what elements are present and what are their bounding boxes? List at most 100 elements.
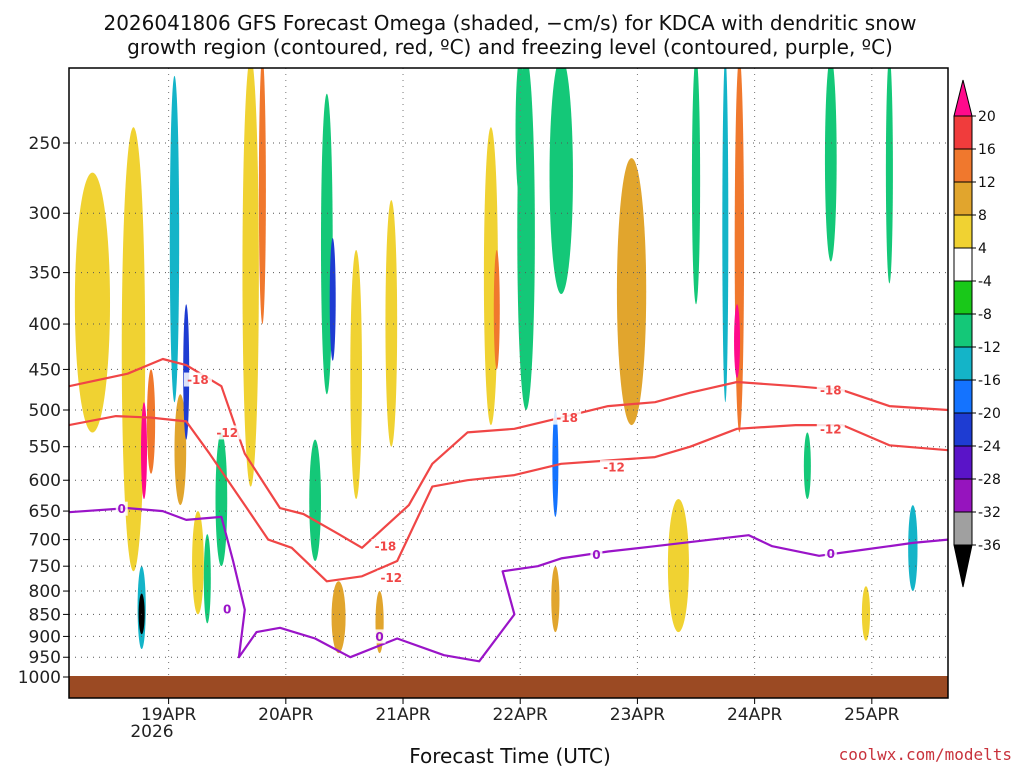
contour-label-bg bbox=[373, 629, 386, 644]
x-tick-label: 24APR bbox=[727, 705, 783, 725]
omega-cell bbox=[483, 127, 498, 426]
contour-label: 0 bbox=[592, 548, 600, 562]
omega-cell bbox=[192, 511, 204, 615]
colorbar-segment bbox=[953, 247, 973, 282]
contour-label-bg bbox=[553, 410, 582, 425]
y-tick-label: 450 bbox=[29, 360, 61, 380]
x-tick-label: 20APR bbox=[258, 705, 314, 725]
chart-title-line2: growth region (contoured, red, ºC) and f… bbox=[127, 35, 893, 59]
colorbar-segment bbox=[953, 115, 973, 150]
x-tick-label: 22APR bbox=[493, 705, 549, 725]
omega-cell bbox=[350, 249, 363, 500]
dendritic-12-contour bbox=[69, 415, 948, 583]
omega-cell bbox=[667, 499, 689, 633]
y-tick-label: 550 bbox=[29, 438, 61, 458]
omega-cell bbox=[803, 432, 811, 500]
contour-label-bg bbox=[816, 421, 845, 436]
y-tick-label: 400 bbox=[29, 315, 61, 335]
y-tick-label: 600 bbox=[29, 471, 61, 491]
colorbar-segment bbox=[953, 379, 973, 414]
x-tick-label: 25APR bbox=[844, 705, 900, 725]
y-tick-label: 700 bbox=[29, 531, 61, 551]
colorbar-segment bbox=[953, 181, 973, 216]
colorbar-segment bbox=[953, 280, 973, 315]
omega-cell bbox=[824, 68, 837, 262]
colorbar-segment bbox=[953, 445, 973, 480]
omega-cell bbox=[908, 505, 918, 592]
omega-cell bbox=[722, 68, 729, 403]
omega-cell bbox=[242, 68, 259, 487]
contour-label-bg bbox=[183, 372, 212, 387]
contour-label-bg bbox=[115, 501, 128, 516]
contour-label-bg bbox=[816, 383, 845, 398]
contour-label: -12 bbox=[216, 426, 238, 440]
colorbar-label: -32 bbox=[978, 505, 1001, 521]
omega-cell bbox=[141, 402, 148, 500]
freezing-0-contour bbox=[69, 507, 948, 663]
contour-label-bg bbox=[221, 601, 234, 616]
contour-label-bg bbox=[590, 547, 603, 562]
chart-title-line1: 2026041806 GFS Forecast Omega (shaded, −… bbox=[103, 11, 916, 35]
colorbar-segment bbox=[953, 148, 973, 183]
colorbar-label: 8 bbox=[978, 208, 987, 224]
contour-label: -12 bbox=[820, 422, 842, 436]
credit-text: coolwx.com/modelts bbox=[839, 745, 1012, 764]
colorbar-label: -24 bbox=[978, 439, 1001, 455]
omega-cell bbox=[329, 238, 336, 361]
omega-cell bbox=[517, 68, 535, 410]
omega-cell bbox=[691, 68, 701, 305]
y-tick-label: 1000 bbox=[18, 668, 61, 688]
colorbar-segment bbox=[953, 313, 973, 348]
contour-label-bg bbox=[371, 539, 400, 554]
x-tick-label: 19APR bbox=[141, 705, 197, 725]
colorbar-label: -28 bbox=[978, 472, 1001, 488]
x-axis-ticks: 19APR 20APR 21APR 22APR 23APR 24APR 25APR bbox=[141, 698, 900, 725]
y-tick-label: 300 bbox=[29, 204, 61, 224]
omega-cell bbox=[320, 93, 333, 395]
colorbar-segment bbox=[953, 511, 973, 546]
colorbar: 20 16 12 8 4 -4 -8 -12 -16 -20 -24 -28 -32 -36 bbox=[953, 79, 1001, 588]
omega-cell bbox=[885, 68, 893, 284]
omega-cell bbox=[734, 68, 745, 433]
plot-frame bbox=[68, 67, 949, 699]
omega-cell bbox=[215, 432, 228, 567]
colorbar-label: -12 bbox=[978, 340, 1001, 356]
colorbar-label: 20 bbox=[978, 109, 996, 125]
y-tick-label: 950 bbox=[29, 648, 61, 668]
colorbar-label: 4 bbox=[978, 241, 987, 257]
omega-cell bbox=[861, 586, 871, 641]
omega-cell bbox=[146, 369, 156, 474]
colorbar-label: -4 bbox=[978, 274, 992, 290]
omega-cell bbox=[734, 304, 741, 378]
omega-cell bbox=[74, 172, 111, 433]
omega-shading bbox=[74, 68, 918, 654]
colorbar-segment bbox=[953, 412, 973, 447]
contour-label: 0 bbox=[118, 502, 126, 516]
omega-cell bbox=[138, 593, 145, 635]
omega-cell bbox=[552, 410, 559, 517]
colorbar-label: -8 bbox=[978, 307, 992, 323]
x-year-label: 2026 bbox=[130, 722, 173, 742]
contour-label-bg bbox=[599, 460, 628, 475]
ground-surface bbox=[69, 676, 948, 698]
colorbar-label: -20 bbox=[978, 406, 1001, 422]
omega-cell bbox=[549, 68, 573, 294]
x-tick-label: 21APR bbox=[375, 705, 431, 725]
colorbar-label: -36 bbox=[978, 538, 1001, 554]
colorbar-bottom-arrow bbox=[953, 544, 973, 588]
omega-cell bbox=[331, 581, 346, 654]
omega-cell bbox=[183, 304, 190, 440]
contour-label: 0 bbox=[375, 630, 383, 644]
colorbar-label: 12 bbox=[978, 175, 996, 191]
contour-label-bg bbox=[824, 546, 837, 561]
contour-label: -12 bbox=[603, 461, 625, 475]
y-tick-label: 350 bbox=[29, 264, 61, 284]
contour-label-bg bbox=[377, 570, 406, 585]
y-tick-label: 500 bbox=[29, 401, 61, 421]
omega-cell bbox=[493, 249, 500, 370]
y-tick-label: 750 bbox=[29, 557, 61, 577]
omega-cell bbox=[385, 200, 398, 447]
y-tick-label: 650 bbox=[29, 502, 61, 522]
